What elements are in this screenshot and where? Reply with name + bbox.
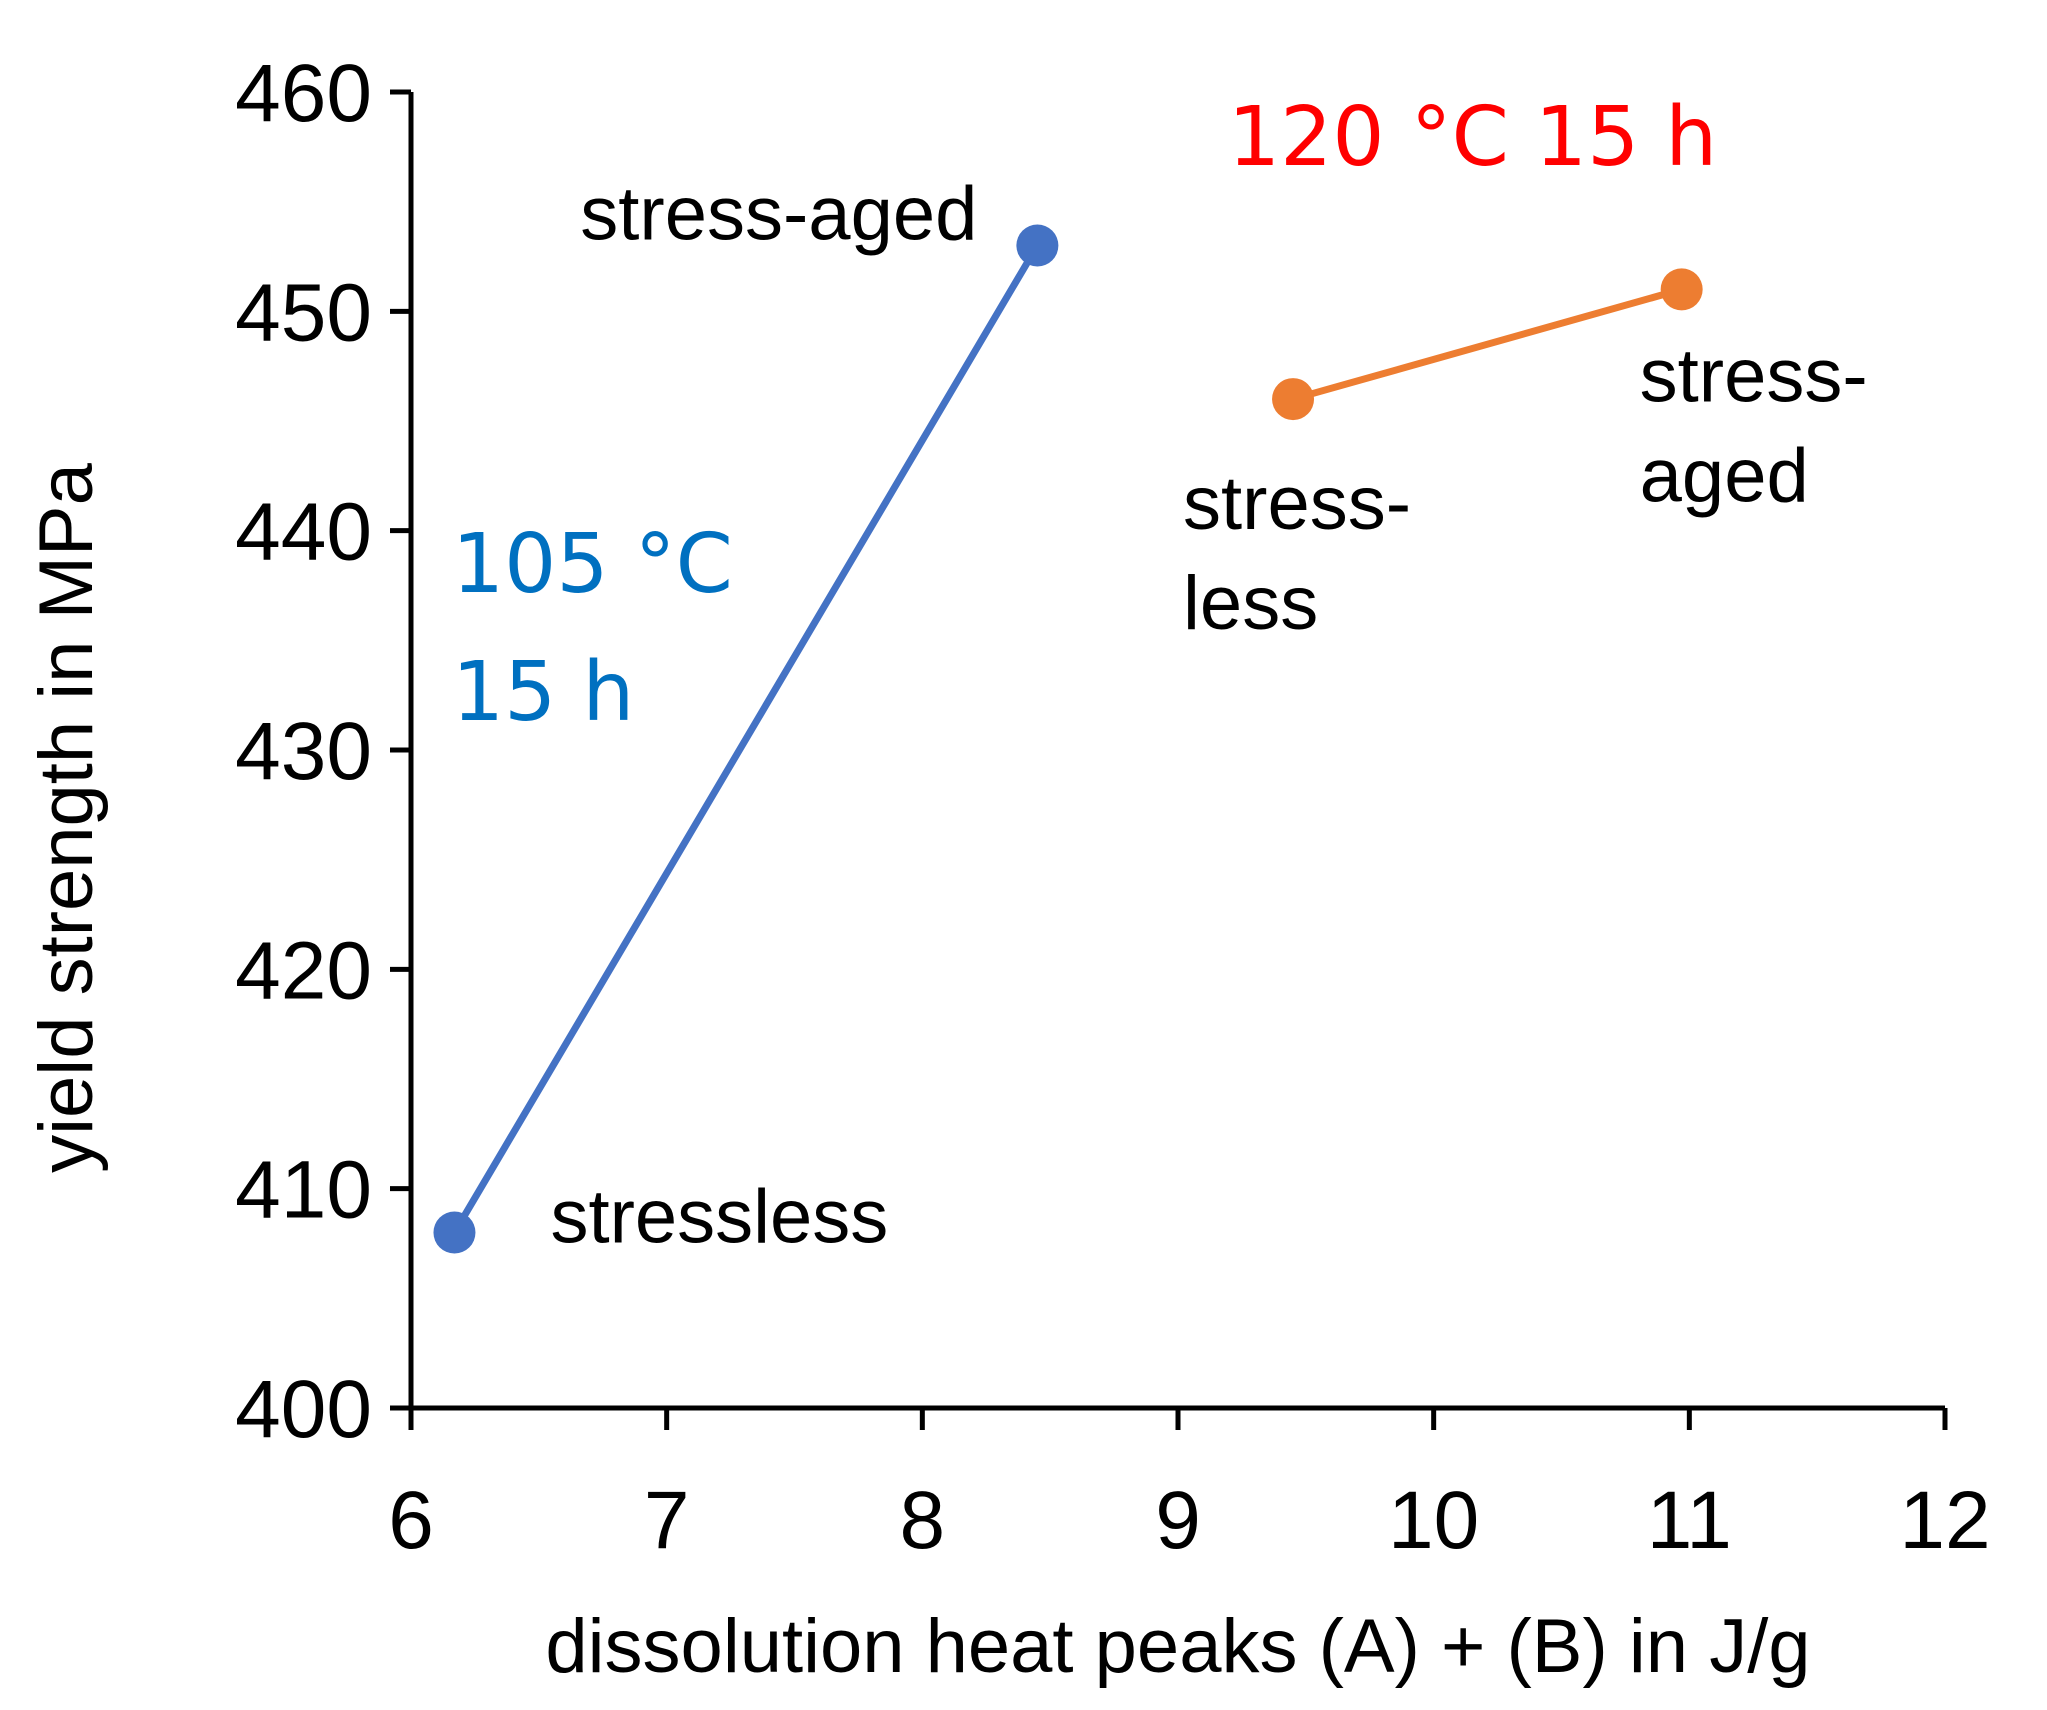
data-point	[433, 1211, 476, 1254]
series-condition-label: 105 °C	[452, 517, 733, 612]
point-label: stress-	[1640, 333, 1868, 418]
annotation-layer: stressless stress-aged 105 °C 15 h stress-le…	[452, 90, 1868, 1260]
series-condition-label: 120 °C 15 h	[1228, 90, 1717, 185]
data-point	[1016, 224, 1059, 267]
series-layer	[433, 224, 1703, 1254]
series-0	[433, 224, 1059, 1254]
y-tick-label: 400	[235, 1364, 372, 1455]
y-tick-label: 410	[235, 1145, 372, 1236]
data-point	[1272, 378, 1315, 421]
y-tick-label: 420	[235, 925, 372, 1016]
x-tick-label: 6	[388, 1475, 434, 1566]
point-label: aged	[1640, 433, 1809, 518]
y-axis-title: yield strength in MPa	[24, 462, 109, 1172]
y-tick-label: 460	[235, 48, 372, 139]
series-line	[450, 242, 1041, 1237]
series-1	[1272, 268, 1703, 421]
point-label: stressless	[550, 1175, 888, 1260]
series-line	[1289, 285, 1686, 403]
x-tick-label: 7	[644, 1475, 690, 1566]
point-label: stress-aged	[580, 172, 977, 257]
point-label: stress-	[1183, 461, 1411, 546]
y-ticks: 400 410 420 430 440 450 460	[235, 48, 411, 1455]
x-ticks: 6 7 8 9 10 11 12	[388, 1408, 1991, 1566]
x-tick-label: 10	[1388, 1475, 1479, 1566]
x-tick-label: 8	[900, 1475, 946, 1566]
x-tick-label: 11	[1647, 1475, 1732, 1566]
x-tick-label: 12	[1899, 1475, 1990, 1566]
y-tick-label: 450	[235, 267, 372, 358]
x-axis-title: dissolution heat peaks (A) + (B) in J/g	[545, 1604, 1810, 1689]
series-condition-label: 15 h	[452, 645, 634, 740]
x-tick-label: 9	[1155, 1475, 1201, 1566]
data-point	[1660, 268, 1703, 311]
y-tick-label: 430	[235, 706, 372, 797]
point-label: less	[1183, 561, 1318, 646]
y-tick-label: 440	[235, 487, 372, 578]
